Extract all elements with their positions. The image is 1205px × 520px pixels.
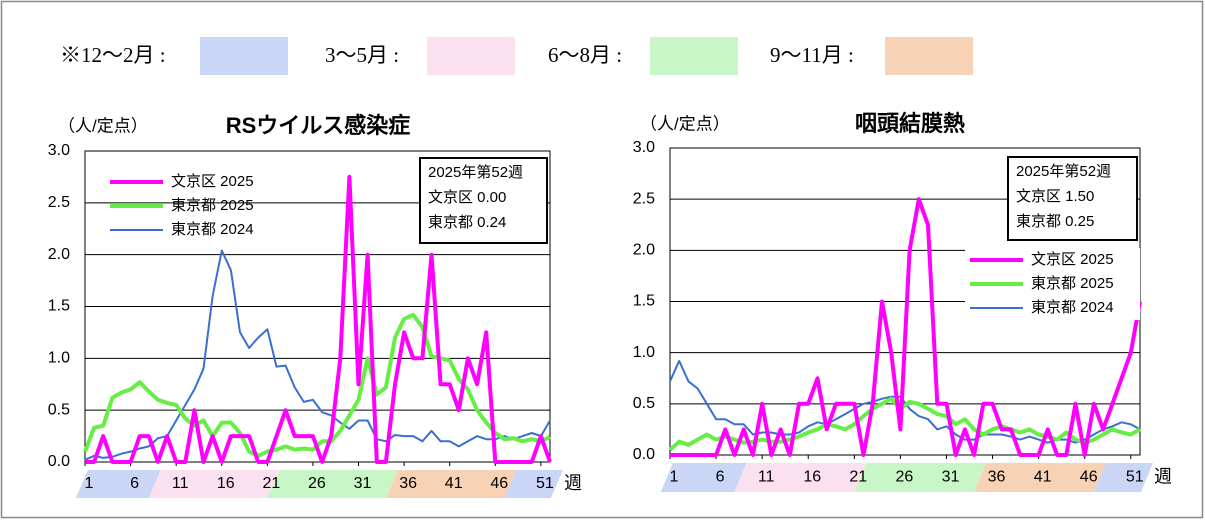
season-band	[854, 463, 987, 492]
chart-title: 咽頭結膜熱	[855, 111, 965, 136]
y-tick-label: 1.5	[633, 293, 655, 310]
x-tick-label: 36	[988, 469, 1006, 486]
annotation-box	[419, 157, 548, 244]
series-line	[669, 359, 1141, 444]
annotation-box	[1007, 156, 1138, 241]
season-label: 3～5月 :	[325, 43, 399, 67]
y-tick-label: 3.0	[48, 142, 70, 159]
season-band	[385, 470, 517, 498]
x-tick-label: 46	[490, 475, 508, 492]
annotation-text: 文京区 0.00	[428, 189, 506, 206]
y-tick-label: 0.5	[48, 401, 70, 418]
y-tick-label: 1.0	[48, 350, 70, 367]
x-tick-label: 36	[399, 475, 417, 492]
x-tick-label: 11	[172, 475, 189, 492]
series-line	[85, 174, 552, 464]
x-tick-label: 51	[536, 475, 554, 492]
x-tick-label: 21	[262, 475, 280, 492]
x-tick-label: 26	[895, 469, 913, 486]
y-tick-label: 0.0	[48, 453, 70, 470]
x-axis-label: 週	[1154, 466, 1172, 486]
legend-label: 東京都 2024	[1031, 299, 1114, 316]
y-tick-label: 2.5	[48, 194, 70, 211]
y-tick-label: 1.0	[633, 344, 655, 361]
x-tick-label: 6	[716, 469, 725, 486]
x-axis-label: 週	[564, 473, 582, 493]
season-swatch	[427, 37, 515, 75]
season-swatch	[885, 37, 973, 75]
y-tick-label: 0.5	[633, 395, 655, 412]
season-band	[734, 463, 867, 492]
season-band	[504, 470, 563, 498]
season-band	[148, 470, 280, 498]
y-tick-label: 0.0	[633, 446, 655, 463]
season-swatch	[200, 37, 288, 75]
annotation-text: 東京都 0.25	[1016, 213, 1094, 230]
annotation-text: 2025年第52週	[1016, 162, 1111, 180]
y-tick-label: 2.0	[48, 246, 70, 263]
x-tick-label: 41	[445, 475, 463, 492]
x-tick-label: 6	[130, 475, 139, 492]
legend-label: 東京都 2024	[171, 221, 254, 238]
season-label: ※12～2月 :	[60, 43, 166, 67]
y-axis-label: （人/定点）	[640, 114, 730, 133]
x-tick-label: 31	[942, 469, 960, 486]
x-tick-label: 16	[217, 475, 235, 492]
season-swatch	[650, 37, 738, 75]
legend-label: 文京区 2025	[1031, 251, 1114, 268]
annotation-text: 東京都 0.24	[428, 214, 506, 231]
annotation-text: 文京区 1.50	[1016, 188, 1094, 205]
y-tick-label: 2.5	[633, 190, 655, 207]
legend-label: 東京都 2025	[171, 197, 254, 214]
x-tick-label: 31	[354, 475, 372, 492]
x-tick-label: 1	[85, 475, 94, 492]
x-tick-label: 16	[803, 469, 821, 486]
x-tick-label: 26	[308, 475, 326, 492]
season-band	[75, 470, 161, 498]
y-tick-label: 1.5	[48, 298, 70, 315]
legend-label: 文京区 2025	[171, 173, 254, 190]
season-band	[267, 470, 398, 498]
x-tick-label: 41	[1034, 469, 1052, 486]
annotation-text: 2025年第52週	[428, 163, 523, 181]
season-label: 9～11月 :	[770, 43, 854, 67]
season-band	[974, 463, 1106, 492]
x-tick-label: 46	[1080, 469, 1098, 486]
x-tick-label: 21	[849, 469, 867, 486]
y-tick-label: 2.0	[633, 242, 655, 259]
y-axis-label: （人/定点）	[58, 116, 148, 135]
season-band	[1093, 463, 1153, 492]
season-label: 6～8月 :	[548, 43, 622, 67]
y-tick-label: 3.0	[633, 139, 655, 156]
x-tick-label: 1	[670, 469, 679, 486]
x-tick-label: 51	[1126, 469, 1144, 486]
x-tick-label: 11	[758, 469, 775, 486]
chart-title: RSウイルス感染症	[226, 113, 411, 138]
series-line	[84, 249, 551, 461]
legend-label: 東京都 2025	[1031, 275, 1114, 292]
season-band	[660, 463, 747, 492]
series-line	[670, 197, 1142, 457]
